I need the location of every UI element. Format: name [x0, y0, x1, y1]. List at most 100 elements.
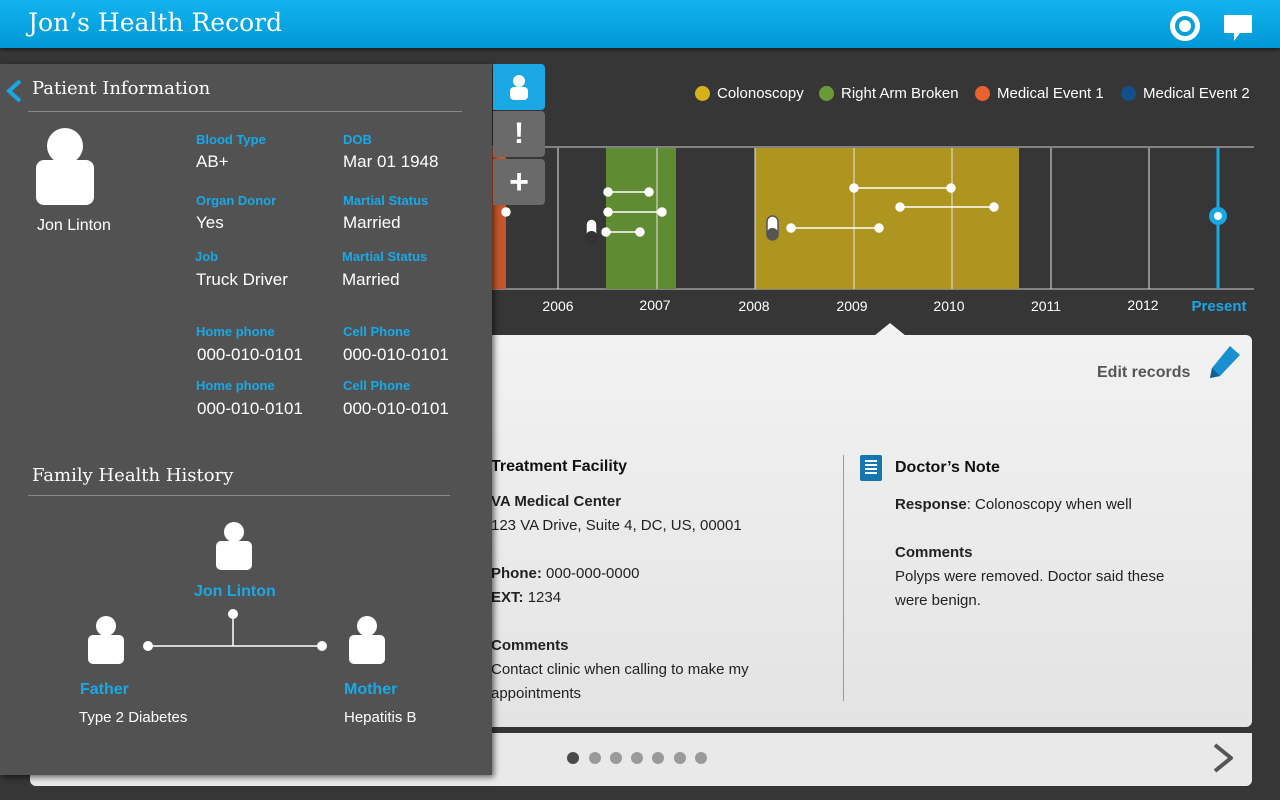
blood-type-label: Blood Type [196, 132, 266, 147]
plus-icon: + [509, 162, 529, 201]
detail-divider [843, 455, 844, 701]
family-avatar-self[interactable] [215, 521, 253, 571]
pager-dot[interactable] [695, 752, 707, 764]
phone-label: Phone: [491, 565, 542, 582]
marital-status-label-2: Martial Status [342, 249, 428, 264]
next-arrow-icon[interactable] [1210, 742, 1236, 774]
pager-dot[interactable] [631, 752, 643, 764]
cell-phone-label-2: Cell Phone [343, 378, 411, 393]
divider [28, 495, 450, 496]
year-label-present: Present [1191, 298, 1246, 315]
facility-comments-label: Comments [491, 637, 569, 654]
edit-records-label[interactable]: Edit records [1097, 364, 1191, 381]
family-father-label[interactable]: Father [80, 681, 129, 698]
event-markers [501, 183, 999, 237]
doctor-note-response: Response: Colonoscopy when well [895, 493, 1132, 517]
phone-value: 000-000-0000 [546, 565, 640, 582]
legend-item-colonoscopy[interactable]: Colonoscopy [695, 84, 804, 102]
facility-phone: Phone: 000-000-0000 [491, 562, 639, 586]
dob-value: Mar 01 1948 [343, 152, 439, 171]
family-avatar-mother[interactable] [348, 615, 386, 665]
app-title: Jon’s Health Record [28, 8, 283, 37]
chevron-left-icon[interactable] [4, 78, 24, 104]
alert-button[interactable]: ! [493, 111, 545, 157]
family-mother-condition: Hepatitis B [344, 709, 417, 726]
legend-label: Medical Event 2 [1143, 84, 1250, 102]
family-avatar-father[interactable] [87, 615, 125, 665]
legend-swatch [975, 85, 990, 101]
blood-type-value: AB+ [196, 152, 229, 171]
doctor-note-comments-label: Comments [895, 544, 973, 561]
home-phone-value-2: 000-010-0101 [197, 399, 303, 418]
job-value: Truck Driver [196, 270, 288, 289]
doctor-note-title: Doctor’s Note [895, 459, 1000, 476]
patient-name: Jon Linton [37, 217, 111, 234]
family-father-condition: Type 2 Diabetes [79, 709, 188, 726]
facility-name: VA Medical Center [491, 493, 622, 510]
legend-item-right-arm-broken[interactable]: Right Arm Broken [819, 84, 959, 102]
marital-status-value: Married [343, 213, 401, 232]
cell-phone-value-2: 000-010-0101 [343, 399, 449, 418]
legend-item-medical-event-2[interactable]: Medical Event 2 [1121, 84, 1250, 102]
year-gridlines [557, 148, 1150, 289]
person-icon [510, 75, 528, 100]
home-phone-label-2: Home phone [196, 378, 275, 393]
organ-donor-label: Organ Donor [196, 193, 277, 208]
event-bar-right-arm-broken [606, 148, 676, 289]
year-label-2006: 2006 [542, 298, 573, 314]
pager-dot[interactable] [674, 752, 686, 764]
pager-dot-active[interactable] [567, 752, 579, 764]
legend-item-medical-event-1[interactable]: Medical Event 1 [975, 84, 1104, 102]
legend-label: Medical Event 1 [997, 84, 1104, 102]
ext-value: 1234 [527, 589, 562, 606]
home-phone-value: 000-010-0101 [197, 345, 303, 364]
pill-icon [585, 218, 598, 244]
pager-dot[interactable] [589, 752, 601, 764]
home-phone-label: Home phone [196, 324, 275, 339]
cell-phone-label: Cell Phone [343, 324, 411, 339]
avatar [36, 128, 94, 205]
legend-swatch [819, 85, 834, 101]
year-label-2008: 2008 [738, 298, 769, 314]
facility-comments: Contact clinic when calling to make my a… [491, 661, 749, 702]
marital-status-label: Martial Status [343, 193, 429, 208]
doctor-note-comments: Polyps were removed. Doctor said these w… [895, 568, 1165, 609]
dob-label: DOB [343, 132, 372, 147]
ext-label: EXT: [491, 589, 524, 606]
legend-swatch [1121, 85, 1136, 101]
note-icon [860, 455, 882, 481]
timeline[interactable]: 2006 2007 2008 2009 2010 2011 2012 Prese… [492, 140, 1262, 340]
year-label-2012: 2012 [1127, 297, 1158, 313]
chat-icon[interactable] [1222, 13, 1254, 43]
pill-icon [766, 215, 779, 241]
facility-ext: EXT: 1234 [491, 586, 561, 610]
top-bar: Jon’s Health Record [0, 0, 1280, 48]
exclamation-icon: ! [514, 117, 524, 150]
family-self-name[interactable]: Jon Linton [194, 583, 276, 600]
year-label-2011: 2011 [1031, 298, 1061, 314]
add-button[interactable]: + [493, 159, 545, 205]
pager-dot[interactable] [652, 752, 664, 764]
record-icon[interactable] [1170, 11, 1200, 41]
marital-status-value-2: Married [342, 270, 400, 289]
response-value: : Colonoscopy when well [966, 496, 1132, 513]
family-mother-label[interactable]: Mother [344, 681, 398, 698]
pencil-icon[interactable] [1206, 344, 1242, 382]
job-label: Job [195, 249, 219, 264]
year-label-2010: 2010 [933, 298, 964, 314]
year-label-2007: 2007 [639, 297, 670, 313]
legend-label: Colonoscopy [717, 84, 804, 102]
facility-address: 123 VA Drive, Suite 4, DC, US, 00001 [491, 517, 742, 534]
organ-donor-value: Yes [196, 213, 224, 232]
event-bar-colonoscopy [755, 148, 1019, 289]
year-labels: 2006 2007 2008 2009 2010 2011 2012 Prese… [542, 297, 1246, 315]
facility-title: Treatment Facility [491, 458, 628, 475]
detail-pointer [874, 323, 906, 336]
patient-info-button[interactable] [493, 64, 545, 110]
response-label: Response [895, 496, 967, 513]
pager-dot[interactable] [610, 752, 622, 764]
legend-label: Right Arm Broken [841, 84, 959, 102]
family-history-heading: Family Health History [32, 465, 234, 486]
legend-swatch [695, 85, 710, 101]
divider [28, 111, 462, 112]
